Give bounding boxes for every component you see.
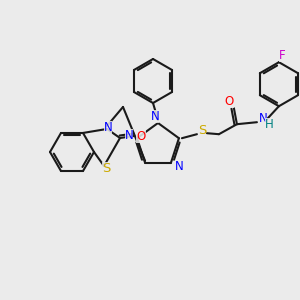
Text: O: O <box>136 130 146 142</box>
Text: N: N <box>259 112 267 125</box>
Text: N: N <box>151 110 159 122</box>
Text: S: S <box>198 124 206 137</box>
Text: O: O <box>224 95 233 108</box>
Text: N: N <box>125 129 134 142</box>
Text: N: N <box>175 160 183 173</box>
Text: N: N <box>103 122 112 134</box>
Text: F: F <box>279 49 285 62</box>
Text: S: S <box>102 161 110 175</box>
Text: H: H <box>265 118 273 131</box>
